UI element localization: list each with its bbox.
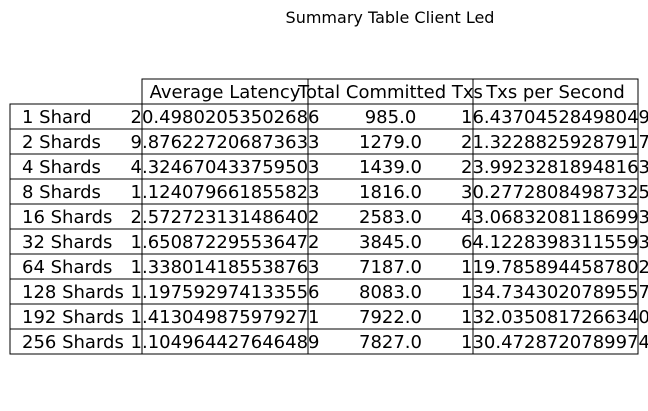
table-value: 7922.0: [359, 307, 422, 328]
table-cell: [141, 328, 309, 355]
column-header-cell: [472, 78, 639, 105]
table-cell: [472, 178, 639, 205]
table-value: 985.0: [365, 107, 417, 128]
table-value: 8083.0: [359, 282, 422, 303]
column-header-label: Txs per Second: [485, 82, 625, 103]
row-label: 128 Shards: [22, 282, 124, 303]
table-value: 30.27728084987325: [461, 182, 648, 203]
row-label-cell: [9, 253, 143, 280]
table-cell: [472, 128, 639, 155]
column-header-label: Average Latency: [150, 82, 301, 103]
table-cell: [141, 228, 309, 255]
table-cell: [141, 153, 309, 180]
row-label-cell: [9, 153, 143, 180]
table-value: 1.104964427646489: [131, 332, 320, 353]
table-cell: [472, 228, 639, 255]
table-value: 64.12283983115593: [461, 232, 648, 253]
table-value: 16.43704528498049: [461, 107, 648, 128]
table-value: 9.876227206873633: [131, 132, 320, 153]
table-value: 134.7343020789557: [461, 282, 648, 303]
table-value: 1816.0: [359, 182, 422, 203]
table-cell: [472, 278, 639, 305]
row-label: 4 Shards: [22, 157, 101, 178]
table-cell: [472, 153, 639, 180]
table-value: 23.99232818948163: [461, 157, 648, 178]
table-value: 132.0350817266340: [461, 307, 648, 328]
row-label: 2 Shards: [22, 132, 101, 153]
table-cell: [141, 278, 309, 305]
row-label: 256 Shards: [22, 332, 124, 353]
table-value: 21.32288259287917: [461, 132, 648, 153]
table-value: 20.49802053502686: [131, 107, 320, 128]
table-value: 1439.0: [359, 157, 422, 178]
table-cell: [307, 203, 474, 230]
column-header-label: Total Committed Txs: [297, 82, 483, 103]
table-cell: [472, 328, 639, 355]
table-cell: [307, 278, 474, 305]
table-cell: [307, 103, 474, 130]
row-label-cell: [9, 303, 143, 330]
row-label: 1 Shard: [22, 107, 92, 128]
table-value: 1.413049875979271: [131, 307, 320, 328]
chart-title: Summary Table Client Led: [285, 8, 495, 27]
table-cell: [141, 303, 309, 330]
table-value: 7187.0: [359, 257, 422, 278]
table-value: 43.06832081186993: [461, 207, 648, 228]
table-cell: [307, 303, 474, 330]
table-cell: [141, 253, 309, 280]
table-cell: [472, 303, 639, 330]
table-cell: [472, 253, 639, 280]
table-cell: [307, 178, 474, 205]
table-value: 1279.0: [359, 132, 422, 153]
row-label: 16 Shards: [22, 207, 112, 228]
table-cell: [141, 103, 309, 130]
table-value: 7827.0: [359, 332, 422, 353]
table-value: 4.324670433759503: [131, 157, 320, 178]
table-value: 119.7858944587802: [461, 257, 648, 278]
table-value: 2583.0: [359, 207, 422, 228]
table-cell: [307, 153, 474, 180]
row-label: 192 Shards: [22, 307, 124, 328]
table-cell: [472, 203, 639, 230]
table-value: 1.197592974133556: [131, 282, 320, 303]
table-value: 1.338014185538763: [131, 257, 320, 278]
row-label: 32 Shards: [22, 232, 112, 253]
table-cell: [472, 103, 639, 130]
row-label-cell: [9, 278, 143, 305]
table-value: 1.650872295536472: [131, 232, 320, 253]
row-label-cell: [9, 228, 143, 255]
row-label: 8 Shards: [22, 182, 101, 203]
row-label: 64 Shards: [22, 257, 112, 278]
table-value: 130.4728720789974: [461, 332, 648, 353]
table-value: 2.572723131486402: [131, 207, 320, 228]
row-label-cell: [9, 128, 143, 155]
table-value: 1.124079661855823: [131, 182, 320, 203]
table-value: 3845.0: [359, 232, 422, 253]
table-cell: [307, 328, 474, 355]
table-cell: [141, 128, 309, 155]
